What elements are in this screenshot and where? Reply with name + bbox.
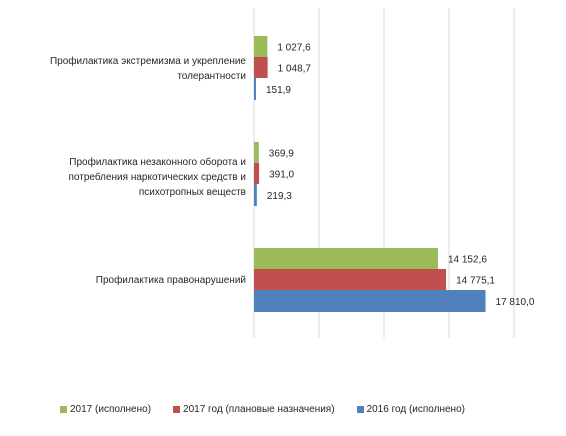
bar-offenses-2017-planned: [254, 269, 447, 290]
data-label-offenses-2017-planned: 14 775,1: [456, 276, 495, 287]
bar-drugs-2016-executed: [254, 184, 257, 206]
legend-label-2016-executed: 2016 год (исполнено): [366, 404, 465, 415]
category-label-extremism: Профилактика экстремизма и укрепление то…: [49, 56, 246, 82]
data-label-offenses-2016-executed: 17 810,0: [496, 297, 535, 308]
legend-swatch-2017-planned: [173, 406, 181, 413]
data-label-drugs-2017-planned: 391,0: [269, 170, 294, 181]
bar-drugs-2017-planned: [254, 163, 260, 184]
bar-offenses-2016-executed: [254, 290, 486, 312]
category-label-offenses: Профилактика правонарушений: [95, 275, 246, 286]
bar-drugs-2017-executed: [254, 142, 259, 163]
bar-extremism-2017-planned: [254, 57, 268, 78]
category-label-drugs: Профилактика незаконного оборота и потре…: [68, 157, 246, 198]
data-label-offenses-2017-executed: 14 152,6: [448, 255, 487, 266]
bar-offenses-2017-executed: [254, 248, 438, 269]
legend: 2017 (исполнено) 2017 год (плановые назн…: [60, 404, 487, 415]
data-label-extremism-2016-executed: 151,9: [266, 85, 291, 96]
data-label-drugs-2016-executed: 219,3: [267, 191, 292, 202]
legend-swatch-2017-executed: [60, 406, 67, 413]
legend-label-2017-planned: 2017 год (плановые назначения): [183, 404, 335, 415]
data-label-extremism-2017-executed: 1 027,6: [277, 43, 311, 54]
legend-item-2016-executed: 2016 год (исполнено): [356, 404, 465, 415]
data-label-extremism-2017-planned: 1 048,7: [278, 64, 312, 75]
bar-extremism-2017-executed: [254, 36, 268, 57]
bar-extremism-2016-executed: [254, 78, 256, 100]
legend-item-2017-planned: 2017 год (плановые назначения): [173, 404, 335, 415]
legend-label-2017-executed: 2017 (исполнено): [70, 404, 152, 415]
legend-swatch-2016-executed: [356, 406, 364, 413]
legend-item-2017-executed: 2017 (исполнено): [60, 404, 151, 415]
data-label-drugs-2017-executed: 369,9: [269, 149, 294, 160]
